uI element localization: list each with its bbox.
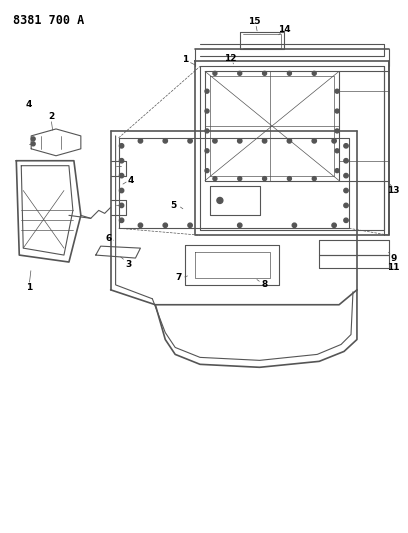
Circle shape (312, 176, 316, 181)
Text: 15: 15 (248, 17, 261, 26)
Circle shape (238, 71, 242, 75)
Circle shape (344, 218, 348, 222)
Circle shape (335, 129, 339, 133)
Circle shape (335, 89, 339, 93)
Circle shape (312, 71, 316, 75)
Circle shape (138, 139, 143, 143)
Circle shape (237, 223, 242, 228)
Text: 11: 11 (388, 263, 400, 272)
Circle shape (287, 176, 291, 181)
Circle shape (335, 168, 339, 173)
Text: 3: 3 (125, 260, 132, 269)
Circle shape (163, 139, 167, 143)
Text: 12: 12 (224, 54, 236, 63)
Circle shape (213, 139, 217, 143)
Circle shape (31, 142, 35, 146)
Circle shape (205, 168, 209, 173)
Circle shape (344, 173, 348, 178)
Circle shape (237, 139, 242, 143)
Circle shape (120, 188, 124, 193)
Text: 4: 4 (26, 100, 32, 109)
Circle shape (262, 139, 267, 143)
Text: 8: 8 (262, 280, 268, 289)
Circle shape (344, 143, 348, 148)
Circle shape (344, 188, 348, 193)
Text: 4: 4 (127, 176, 134, 185)
Circle shape (263, 71, 266, 75)
Circle shape (188, 223, 192, 228)
Text: 8381 700 A: 8381 700 A (13, 14, 84, 27)
Circle shape (213, 176, 217, 181)
Circle shape (120, 143, 124, 148)
Circle shape (238, 176, 242, 181)
Circle shape (205, 109, 209, 113)
Circle shape (217, 197, 223, 204)
Circle shape (335, 149, 339, 153)
Circle shape (138, 223, 143, 228)
Text: 7: 7 (175, 273, 182, 282)
Circle shape (205, 89, 209, 93)
Circle shape (120, 218, 124, 222)
Circle shape (120, 173, 124, 178)
Circle shape (263, 176, 266, 181)
Text: 2: 2 (48, 111, 54, 120)
Circle shape (205, 129, 209, 133)
Circle shape (120, 158, 124, 163)
Circle shape (332, 139, 336, 143)
Circle shape (287, 71, 291, 75)
Circle shape (287, 139, 292, 143)
Text: 1: 1 (26, 284, 32, 293)
Text: 1: 1 (182, 55, 188, 64)
Circle shape (120, 203, 124, 208)
Circle shape (344, 203, 348, 208)
Circle shape (188, 139, 192, 143)
Text: 13: 13 (388, 186, 400, 195)
Circle shape (332, 223, 336, 228)
Circle shape (163, 223, 167, 228)
Circle shape (31, 137, 35, 141)
Text: 9: 9 (390, 254, 397, 263)
Text: 6: 6 (106, 233, 112, 243)
Circle shape (335, 109, 339, 113)
Text: 14: 14 (278, 25, 291, 34)
Circle shape (292, 223, 297, 228)
Circle shape (344, 158, 348, 163)
Text: 5: 5 (170, 201, 176, 210)
Circle shape (213, 71, 217, 75)
Circle shape (205, 149, 209, 153)
Circle shape (312, 139, 317, 143)
